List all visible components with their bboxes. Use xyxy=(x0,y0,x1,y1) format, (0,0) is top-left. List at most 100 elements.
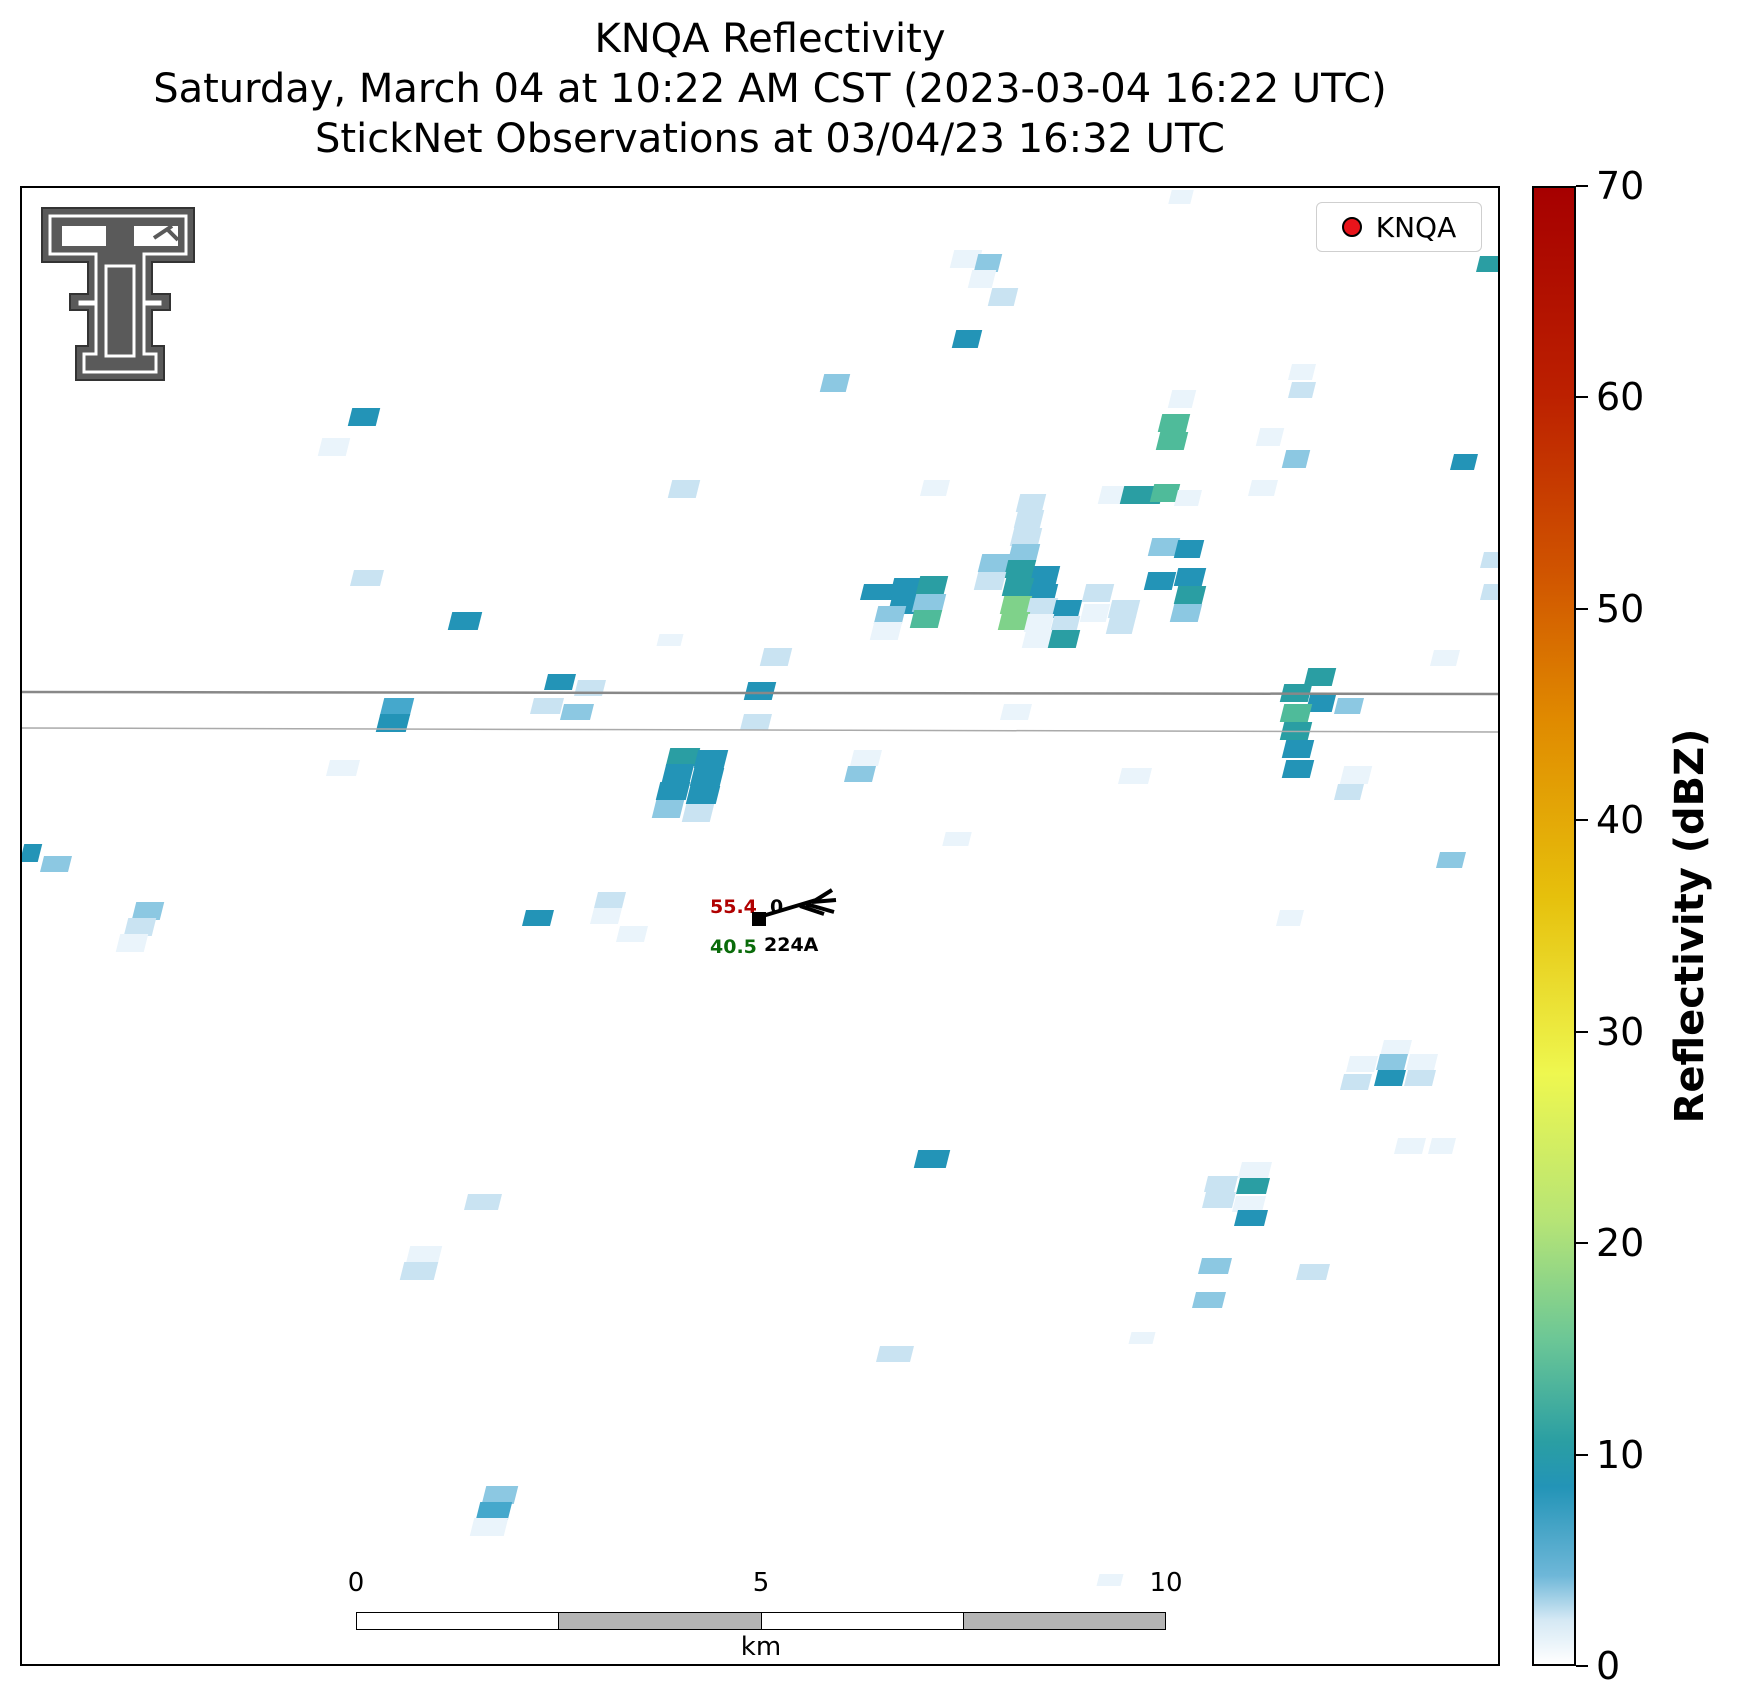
reflectivity-pixel xyxy=(667,480,701,498)
colorbar-tick-mark xyxy=(1576,819,1588,822)
reflectivity-pixel xyxy=(1003,560,1037,578)
reflectivity-pixel xyxy=(1255,428,1285,446)
reflectivity-pixel xyxy=(655,782,691,800)
colorbar-tick-label: 20 xyxy=(1596,1221,1645,1266)
reflectivity-pixel xyxy=(1276,910,1304,926)
colorbar-tick-label: 70 xyxy=(1596,164,1645,208)
colorbar-tick-label: 30 xyxy=(1596,1009,1645,1054)
reflectivity-pixel xyxy=(1281,450,1311,468)
reflectivity-pixel xyxy=(1147,538,1181,556)
reflectivity-pixel xyxy=(1105,616,1137,634)
scale-unit: km xyxy=(740,1632,782,1662)
reflectivity-pixel xyxy=(1281,740,1315,758)
title-line-2: Saturday, March 04 at 10:22 AM CST (2023… xyxy=(153,66,1387,112)
reflectivity-pixel xyxy=(1081,584,1115,602)
reflectivity-pixel xyxy=(447,612,483,630)
reflectivity-pixel xyxy=(1380,1040,1412,1056)
reflectivity-pixel xyxy=(1279,704,1313,722)
reflectivity-pixel xyxy=(1296,1264,1330,1280)
reflectivity-pixel xyxy=(1303,668,1337,686)
reflectivity-pixel xyxy=(1202,1192,1236,1208)
reflectivity-pixel xyxy=(40,856,72,872)
colorbar-tick-mark xyxy=(1576,607,1588,610)
reflectivity-pixel xyxy=(876,1346,914,1362)
reflectivity-pixel xyxy=(759,648,793,666)
reflectivity-pixel xyxy=(375,714,411,732)
reflectivity-pixel xyxy=(1173,540,1205,558)
reflectivity-pixel xyxy=(1480,552,1498,568)
reflectivity-pixel xyxy=(850,750,882,766)
reflectivity-pixel xyxy=(405,1246,443,1264)
reflectivity-pixel xyxy=(1051,600,1083,618)
reflectivity-pixel xyxy=(1029,566,1061,584)
reflectivity-pixel xyxy=(1232,1196,1266,1212)
reflectivity-pixel xyxy=(1167,390,1197,408)
reflectivity-pixel xyxy=(1238,1162,1272,1178)
reflectivity-pixel xyxy=(1173,568,1207,586)
reflectivity-pixel xyxy=(481,1486,519,1504)
reflectivity-pixel xyxy=(915,576,949,594)
reflectivity-pixel xyxy=(967,270,997,288)
reflectivity-pixel xyxy=(1155,432,1189,450)
reflectivity-pixel xyxy=(1404,1070,1436,1086)
reflectivity-pixel xyxy=(379,698,415,716)
legend-label: KNQA xyxy=(1375,210,1457,244)
colorbar xyxy=(1532,186,1576,1666)
reflectivity-pixel xyxy=(889,578,925,596)
reflectivity-pixel xyxy=(560,704,594,720)
reflectivity-pixel xyxy=(1096,1574,1124,1586)
scale-bar-segments xyxy=(356,1612,1166,1630)
reflectivity-pixel xyxy=(1281,760,1315,778)
reflectivity-pixel xyxy=(681,804,715,822)
reflectivity-pixel xyxy=(1021,630,1055,648)
reflectivity-pixel xyxy=(1107,600,1141,618)
reflectivity-pixel xyxy=(656,634,684,646)
scale-bar: 0 5 10 km xyxy=(348,1568,1183,1662)
reflectivity-pixel xyxy=(1013,510,1045,528)
reflectivity-pixel xyxy=(1128,1332,1156,1344)
reflectivity-pixel xyxy=(999,596,1033,614)
reflectivity-pixel xyxy=(326,760,360,776)
reflectivity-pixel xyxy=(464,1194,502,1210)
reflectivity-pixel xyxy=(1476,256,1498,272)
reflectivity-pixel xyxy=(977,554,1011,572)
scale-tick-5: 5 xyxy=(752,1568,770,1598)
reflectivity-pixel xyxy=(1340,1074,1372,1090)
reflectivity-pixel xyxy=(873,606,907,624)
title-line-1: KNQA Reflectivity xyxy=(594,16,946,62)
reflectivity-pixel xyxy=(1157,414,1191,432)
reflectivity-pixel xyxy=(1007,544,1041,562)
station-dewpoint: 40.5 xyxy=(710,936,757,958)
scale-tick-0: 0 xyxy=(347,1568,365,1598)
reflectivity-pixel xyxy=(475,1502,513,1520)
texas-tech-logo-icon xyxy=(41,207,195,381)
reflectivity-pixel xyxy=(347,408,381,426)
reflectivity-pixel xyxy=(949,250,983,268)
reflectivity-pixel xyxy=(1450,454,1478,470)
reflectivity-pixel xyxy=(942,832,972,846)
reflectivity-pixel xyxy=(1027,584,1059,602)
wind-barb-icon[interactable] xyxy=(750,884,842,934)
reflectivity-pixel xyxy=(522,910,554,926)
colorbar-tick-label: 60 xyxy=(1596,375,1645,420)
colorbar-tick-label: 50 xyxy=(1596,586,1645,631)
reflectivity-pixel xyxy=(1428,1138,1456,1154)
reflectivity-pixel xyxy=(1436,852,1466,868)
reflectivity-pixel xyxy=(951,330,983,348)
reflectivity-pixel xyxy=(1025,598,1059,616)
reflectivity-pixel xyxy=(1000,704,1032,720)
reflectivity-pixel xyxy=(1015,494,1047,512)
reflectivity-pixel xyxy=(1168,190,1194,204)
reflectivity-pixel xyxy=(909,610,943,628)
reflectivity-pixel xyxy=(973,254,1003,272)
radar-map[interactable]: KNQA 55.4 40.5 0 224A 0 5 10 km xyxy=(20,186,1500,1666)
reflectivity-pixel xyxy=(22,844,43,862)
reflectivity-pixel xyxy=(1334,784,1364,800)
reflectivity-pixel xyxy=(869,622,903,640)
reflectivity-pixel xyxy=(1009,528,1043,546)
reflectivity-pixel xyxy=(1305,694,1337,712)
reflectivity-pixel xyxy=(1236,1178,1270,1194)
reflectivity-pixel xyxy=(594,892,626,908)
reflectivity-pixel xyxy=(1288,364,1316,380)
reflectivity-pixel xyxy=(740,714,772,730)
